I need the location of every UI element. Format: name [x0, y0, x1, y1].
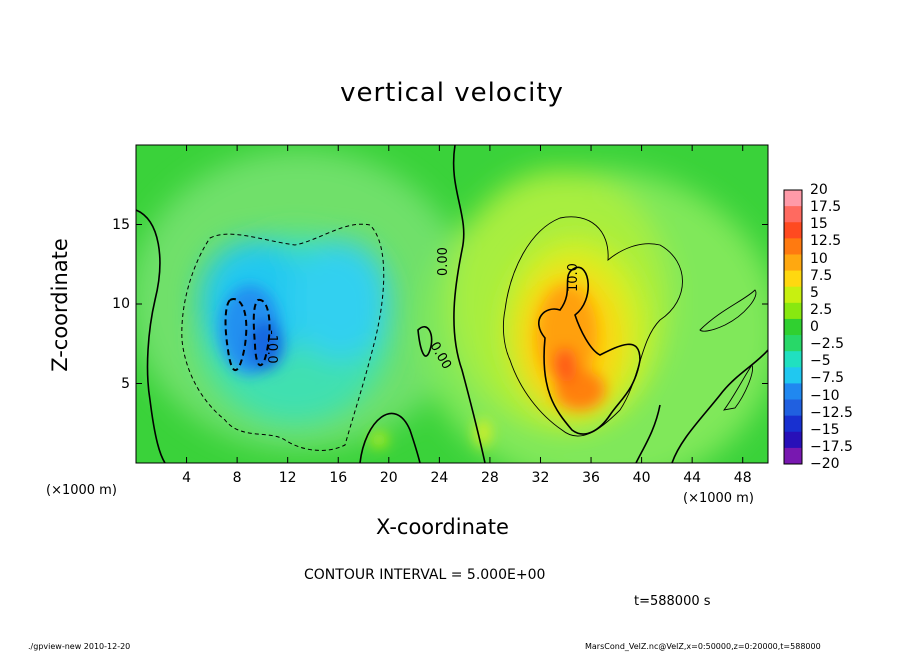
x-axis-label: X-coordinate [376, 515, 509, 539]
x-tick-label: 44 [683, 470, 702, 486]
footer-right: MarsCond_VelZ.nc@VelZ,x=0:50000,z=0:2000… [585, 642, 821, 651]
colorbar-label: 0 [810, 319, 819, 335]
colorbar-swatch [784, 206, 802, 223]
x-tick-label: 20 [379, 470, 398, 486]
heatmap-field [136, 145, 768, 463]
y-tick-label: 10 [112, 296, 130, 312]
contour-label: -10.0 [264, 330, 279, 364]
x-tick-label: 40 [632, 470, 651, 486]
colorbar-swatch [784, 351, 802, 368]
colorbar-swatch [784, 302, 802, 320]
x-tick-label: 36 [582, 470, 600, 486]
x-tick-label: 48 [733, 470, 752, 486]
chart-title: vertical velocity [340, 78, 564, 108]
contour-label: 0.00 [436, 247, 451, 276]
colorbar-label: 2.5 [810, 301, 833, 318]
colorbar-label: −5 [810, 353, 831, 370]
colorbar-swatch [784, 415, 802, 433]
colorbar-swatch [784, 383, 802, 401]
x-tick-label: 32 [531, 470, 550, 486]
colorbar-label: 12.5 [810, 233, 842, 250]
y-tick-label: 5 [121, 375, 130, 392]
x-unit-left: (×1000 m) [46, 483, 117, 498]
x-tick-label: 16 [329, 470, 348, 486]
x-tick-label: 12 [278, 470, 297, 486]
y-axis-label: Z-coordinate [48, 238, 72, 372]
colorbar-swatch [784, 238, 802, 255]
colorbar-label: −15 [810, 421, 840, 438]
colorbar-label: −7.5 [810, 370, 844, 387]
colorbar-swatch [784, 399, 802, 417]
colorbar [783, 189, 803, 465]
colorbar-label: −10 [810, 387, 840, 404]
colorbar-label: −2.5 [810, 336, 844, 353]
colorbar-swatch [784, 335, 802, 352]
colorbar-swatch [784, 431, 802, 449]
y-tick-label: 15 [112, 216, 130, 233]
colorbar-swatch [784, 190, 802, 207]
colorbar-label: 20 [810, 182, 828, 198]
colorbar-swatch [784, 447, 802, 465]
colorbar-swatch [784, 286, 802, 304]
time-label: t=588000 s [634, 594, 711, 609]
y-axis-ticks [136, 224, 768, 384]
x-tick-label: 8 [232, 470, 242, 486]
colorbar-frame [783, 189, 803, 465]
colorbar-label: 5 [810, 284, 819, 301]
x-tick-label: 4 [182, 470, 192, 486]
colorbar-label: 10 [810, 250, 828, 267]
colorbar-label: −12.5 [810, 404, 853, 421]
colorbar-label: 15 [810, 216, 828, 233]
colorbar-label: 7.5 [810, 267, 833, 284]
colorbar-swatch [784, 254, 802, 272]
colorbar-swatch [784, 270, 802, 288]
contour-label: 10.0 [566, 263, 581, 292]
colorbar-label: −20 [810, 456, 840, 472]
x-tick-label: 28 [480, 470, 499, 486]
colorbar-label: −17.5 [810, 438, 853, 455]
contour-interval: CONTOUR INTERVAL = 5.000E+00 [304, 567, 546, 583]
x-tick-label: 24 [430, 470, 449, 486]
colorbar-swatch [784, 222, 802, 239]
footer-left: ./gpview-new 2010-12-20 [28, 642, 131, 651]
colorbar-swatch [784, 318, 802, 336]
colorbar-label: 17.5 [810, 199, 842, 216]
x-unit-right: (×1000 m) [683, 491, 754, 506]
x-axis-ticks [186, 145, 744, 463]
colorbar-swatch [784, 367, 802, 384]
